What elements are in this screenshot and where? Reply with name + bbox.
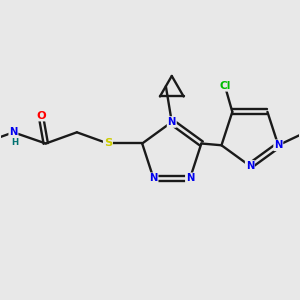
Text: N: N (274, 140, 283, 150)
Text: N: N (149, 173, 158, 183)
Text: N: N (168, 117, 176, 127)
Text: O: O (36, 110, 46, 121)
Text: N: N (186, 173, 194, 183)
Text: H: H (11, 138, 18, 147)
Text: S: S (104, 139, 112, 148)
Text: N: N (9, 127, 18, 137)
Text: Cl: Cl (219, 81, 231, 91)
Text: N: N (246, 161, 254, 171)
